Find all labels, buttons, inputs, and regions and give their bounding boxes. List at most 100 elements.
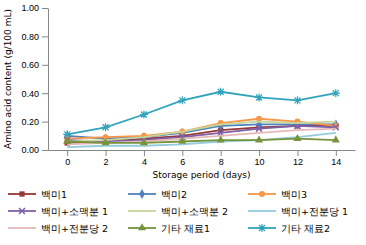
legend-swatch	[248, 210, 276, 212]
series-line	[67, 133, 336, 147]
point	[140, 111, 148, 119]
x-tick: 0	[65, 150, 70, 167]
point	[255, 93, 263, 101]
point	[140, 138, 148, 145]
point	[217, 135, 225, 142]
x-tick-label: 12	[293, 157, 303, 167]
legend-label: 백미2	[161, 189, 187, 200]
y-tick-mark	[42, 150, 48, 151]
legend-swatch	[8, 227, 36, 229]
x-tick-label: 6	[180, 157, 185, 167]
series	[63, 134, 340, 145]
legend-item: 백미+소맥분 1	[8, 206, 108, 217]
legend-marker	[139, 189, 145, 199]
point	[102, 123, 110, 131]
legend-marker	[19, 208, 25, 214]
x-tick-mark	[297, 150, 298, 156]
point	[332, 89, 340, 97]
legend-label: 기타 재료2	[281, 223, 330, 234]
x-tick-label: 8	[219, 157, 224, 167]
y-tick: 0.60	[21, 60, 48, 70]
point	[293, 134, 301, 141]
point	[102, 138, 110, 145]
point	[332, 135, 340, 142]
plot-area	[63, 88, 340, 147]
legend: 백미1 백미2 백미3 백미+소맥분 1 백미+소맥분 2 백미+전분당 1 백미+전분당 …	[8, 189, 348, 234]
y-tick: 0.80	[21, 32, 48, 42]
x-tick-mark	[336, 150, 337, 156]
y-tick-mark	[42, 93, 48, 94]
series	[64, 123, 339, 145]
point	[256, 126, 262, 132]
x-tick-mark	[67, 150, 68, 156]
legend-item: 백미2	[128, 189, 187, 200]
legend-item: 백미3	[248, 189, 307, 200]
legend-label: 백미+전분당 1	[281, 206, 348, 217]
point	[178, 96, 186, 104]
x-tick: 8	[219, 150, 224, 167]
series	[67, 122, 336, 142]
y-axis: 0.00 0.20 0.40 0.60 0.80 1.00	[21, 3, 48, 155]
series	[67, 129, 336, 145]
y-tick-mark	[42, 122, 48, 123]
x-tick-mark	[144, 150, 145, 156]
y-tick: 1.00	[21, 3, 48, 13]
series-line	[67, 129, 336, 145]
y-tick: 0.40	[21, 89, 48, 99]
series	[63, 88, 340, 139]
legend-marker	[258, 224, 266, 232]
x-tick-mark	[259, 150, 260, 156]
legend-label: 백미+소맥분 1	[41, 206, 108, 217]
point	[217, 88, 225, 96]
x-axis: 0 2 4 6 8 10 12 14	[49, 150, 356, 167]
legend-item: 백미+전분당 2	[8, 223, 108, 234]
legend-swatch	[128, 210, 156, 212]
x-tick: 2	[104, 150, 109, 167]
legend-item: 기타 재료1	[128, 223, 210, 234]
x-tick-mark	[182, 150, 183, 156]
x-tick-label: 2	[104, 157, 109, 167]
y-tick: 0.00	[21, 145, 48, 155]
legend-item: 백미+소맥분 2	[128, 206, 228, 217]
x-tick: 10	[255, 150, 265, 167]
x-tick-label: 10	[255, 157, 265, 167]
x-axis-line	[49, 150, 356, 151]
x-tick-label: 14	[331, 157, 341, 167]
y-tick-label: 0.00	[21, 145, 39, 155]
legend-marker	[138, 223, 146, 230]
y-tick-mark	[42, 65, 48, 66]
legend-item: 백미1	[8, 189, 67, 200]
point	[255, 135, 263, 142]
legend-label: 백미1	[41, 189, 67, 200]
x-tick: 12	[293, 150, 303, 167]
x-tick-mark	[221, 150, 222, 156]
series-line	[67, 122, 336, 142]
y-tick-mark	[42, 36, 48, 37]
point	[63, 130, 71, 138]
y-tick-label: 0.40	[21, 89, 39, 99]
series	[67, 133, 336, 147]
legend-item: 백미+전분당 1	[248, 206, 348, 217]
x-tick-label: 4	[142, 157, 147, 167]
y-tick-label: 0.80	[21, 32, 39, 42]
legend-label: 백미3	[281, 189, 307, 200]
y-axis-title: Amino acid content (g/100 mL)	[3, 9, 13, 149]
chart: 0.00 0.20 0.40 0.60 0.80 1.00 0 2 4 6 8 10 12 14 Stora…	[0, 0, 366, 245]
legend-label: 백미+소맥분 2	[161, 206, 228, 217]
x-tick: 4	[142, 150, 147, 167]
series-line	[67, 92, 336, 135]
y-tick: 0.20	[21, 117, 48, 127]
point	[295, 120, 301, 130]
y-tick-label: 0.20	[21, 117, 39, 127]
legend-marker	[19, 191, 24, 196]
y-tick-label: 1.00	[21, 3, 39, 13]
point	[293, 96, 301, 104]
y-tick-label: 0.60	[21, 60, 39, 70]
legend-marker	[259, 191, 265, 197]
x-tick-label: 0	[65, 157, 70, 167]
x-axis-title: Storage period (days)	[153, 170, 251, 180]
legend-label: 백미+전분당 2	[41, 223, 108, 234]
x-tick-mark	[106, 150, 107, 156]
legend-item: 기타 재료2	[248, 223, 330, 234]
point	[218, 121, 224, 131]
